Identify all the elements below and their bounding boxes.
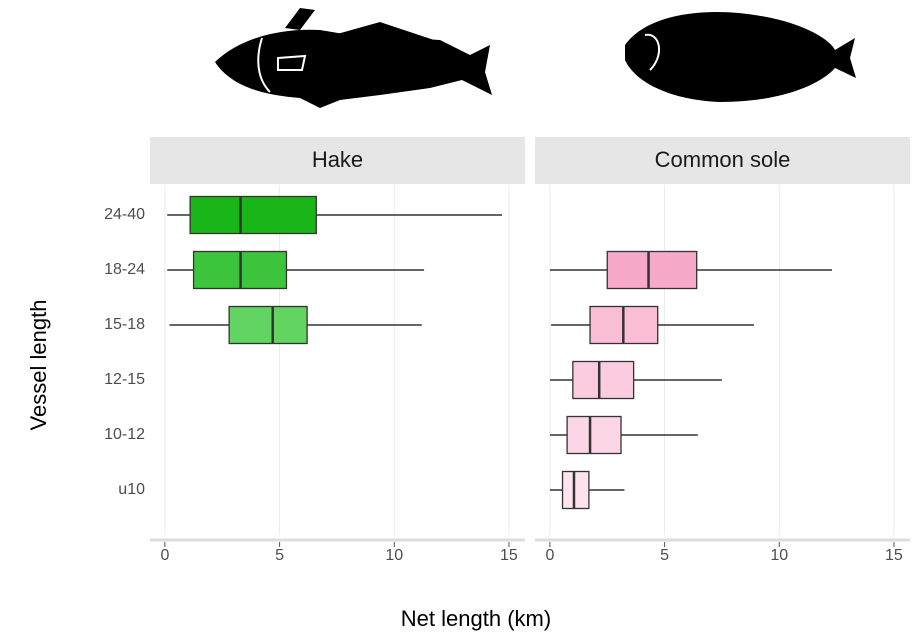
box — [573, 362, 634, 399]
hake-icon — [215, 8, 492, 108]
sole-icon — [625, 12, 856, 102]
box — [563, 472, 589, 509]
x-tick-label: 0 — [545, 547, 554, 564]
x-tick-label: 10 — [385, 547, 403, 564]
y-tick-label: 12-15 — [104, 371, 145, 388]
y-tick-label: 24-40 — [104, 206, 145, 223]
box — [607, 252, 696, 289]
x-tick-label: 5 — [275, 547, 284, 564]
y-tick-label: 18-24 — [104, 261, 145, 278]
x-tick-label: 15 — [885, 547, 903, 564]
box — [229, 307, 307, 344]
y-axis-title: Vessel length — [26, 300, 51, 431]
x-tick-label: 0 — [160, 547, 169, 564]
y-tick-label: u10 — [118, 481, 145, 498]
chart: Vessel length Net length (km) Hake 0 5 10 15… — [0, 0, 923, 637]
y-tick-label: 10-12 — [104, 426, 145, 443]
y-tick-label: 15-18 — [104, 316, 145, 333]
x-tick-label: 5 — [660, 547, 669, 564]
x-tick-label: 10 — [770, 547, 788, 564]
x-tick-label: 15 — [500, 547, 518, 564]
facet-title: Hake — [312, 147, 363, 172]
box — [190, 197, 316, 234]
facet-title: Common sole — [655, 147, 791, 172]
box — [567, 417, 621, 454]
x-axis-title: Net length (km) — [401, 606, 551, 631]
